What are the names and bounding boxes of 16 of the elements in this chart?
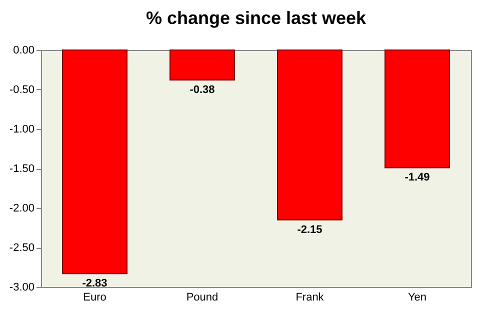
x-tick-label: Yen [408, 292, 427, 304]
y-tick-label: -1.00 [9, 124, 34, 136]
data-label: -0.38 [190, 84, 215, 96]
data-label: -1.49 [404, 172, 430, 184]
x-tick-label: Frank [296, 292, 324, 304]
y-tick-label: -2.50 [9, 242, 34, 254]
y-tick-label: 0.00 [13, 44, 34, 56]
data-label: -2.15 [297, 224, 322, 236]
y-tick-label: -2.00 [9, 202, 34, 214]
x-tick-label: Euro [83, 292, 106, 304]
x-tick-label: Pound [186, 292, 218, 304]
chart-title: % change since last week [146, 8, 368, 28]
y-tick-label: -1.50 [9, 163, 34, 175]
y-tick-label: -0.50 [9, 84, 34, 96]
y-tick-label: -3.00 [9, 282, 34, 294]
data-label: -2.83 [82, 278, 108, 290]
